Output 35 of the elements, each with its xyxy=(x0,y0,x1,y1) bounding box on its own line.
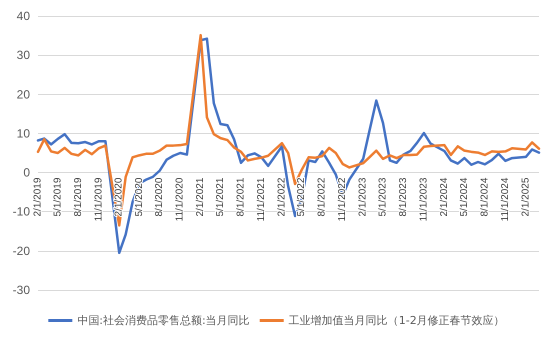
x-tick-label: 11/1/2022 xyxy=(337,177,348,222)
x-tick-label: 8/1/2020 xyxy=(154,177,166,217)
legend-label: 中国:社会消费品零售总额:当月同比 xyxy=(77,314,250,327)
x-tick-label: 5/1/2024 xyxy=(458,177,470,217)
x-tick-label: 5/1/2019 xyxy=(52,177,64,217)
x-tick-label: 5/1/2022 xyxy=(296,177,308,217)
y-tick-label: 40 xyxy=(16,9,30,23)
x-tick-label: 5/1/2021 xyxy=(215,177,226,217)
x-tick-label: 2/1/2022 xyxy=(276,177,288,217)
x-tick-label: 8/1/2022 xyxy=(316,177,328,217)
y-tick-label: 20 xyxy=(16,87,30,102)
y-tick-label: 10 xyxy=(16,126,30,140)
x-tick-label: 2/1/2020 xyxy=(114,177,125,217)
x-tick-label: 11/1/2023 xyxy=(418,177,430,222)
x-tick-label: 11/1/2024 xyxy=(500,177,511,222)
y-tick-label: -10 xyxy=(12,204,30,219)
x-tick-label: 11/1/2019 xyxy=(93,177,104,222)
x-tick-label: 8/1/2021 xyxy=(235,177,246,217)
legend-label: 工业增加值当月同比（1-2月修正春节效应） xyxy=(288,314,505,327)
y-tick-label: 30 xyxy=(16,48,30,62)
x-tick-label: 11/1/2020 xyxy=(174,177,186,222)
x-tick-label: 8/1/2023 xyxy=(398,177,409,217)
x-tick-label: 2/1/2023 xyxy=(358,177,369,217)
x-tick-label: 8/1/2019 xyxy=(72,177,84,217)
x-tick-label: 2/1/2021 xyxy=(195,177,206,217)
y-tick-label: -20 xyxy=(12,244,30,258)
y-tick-label: 0 xyxy=(23,166,30,180)
x-tick-label: 5/1/2020 xyxy=(134,177,145,217)
x-tick-label: 11/1/2021 xyxy=(256,177,267,222)
x-tick-label: 2/1/2019 xyxy=(32,177,44,217)
x-tick-label: 2/1/2024 xyxy=(438,177,450,217)
y-tick-label: -30 xyxy=(12,283,30,297)
x-tick-label: 5/1/2023 xyxy=(377,177,388,217)
x-tick-label: 8/1/2024 xyxy=(479,177,490,217)
x-tick-label: 2/1/2025 xyxy=(520,177,532,217)
